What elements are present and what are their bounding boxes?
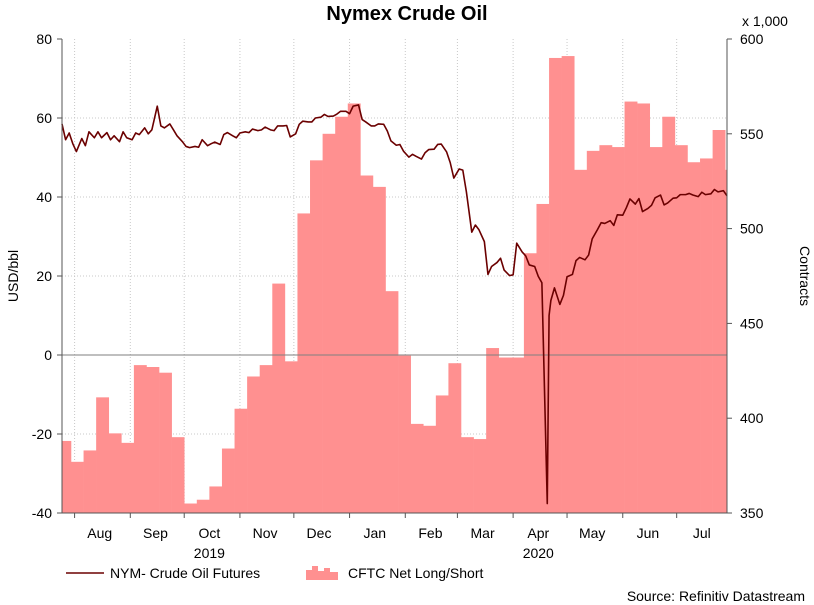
cftc-step-0 xyxy=(62,440,72,513)
cftc-step-51 xyxy=(700,158,713,513)
cftc-step-45 xyxy=(624,101,638,514)
x-month-label-oct: Oct xyxy=(198,525,220,541)
cftc-step-16 xyxy=(259,365,273,513)
left-tick-label: 40 xyxy=(36,189,52,205)
legend-area-swatch xyxy=(306,566,338,580)
cftc-step-50 xyxy=(687,162,701,514)
cftc-step-33 xyxy=(473,439,487,513)
cftc-step-44 xyxy=(611,147,625,513)
cftc-step-19 xyxy=(297,213,311,513)
cftc-step-43 xyxy=(599,145,613,513)
x-axis-ticks: Aug Sep Oct Nov Dec Jan Feb Mar Apr May Jun Jul 2019… xyxy=(74,513,711,561)
cftc-step-15 xyxy=(247,376,261,513)
chart-title: Nymex Crude Oil xyxy=(326,3,487,25)
cftc-step-39 xyxy=(549,57,562,514)
x-month-label-aug: Aug xyxy=(87,525,112,541)
x-month-label-jan: Jan xyxy=(363,525,386,541)
left-tick-label: 20 xyxy=(36,268,52,284)
cftc-step-9 xyxy=(171,437,185,513)
x-year-label-2019: 2019 xyxy=(194,545,225,561)
legend-label-crude: NYM- Crude Oil Futures xyxy=(110,565,260,581)
left-tick-label: -20 xyxy=(32,426,52,442)
cftc-step-52 xyxy=(712,130,726,513)
x-month-label-dec: Dec xyxy=(307,525,332,541)
cftc-step-37 xyxy=(523,253,537,514)
x-month-label-mar: Mar xyxy=(471,525,495,541)
crude-oil-line xyxy=(61,104,728,505)
cftc-step-2 xyxy=(83,450,97,513)
right-tick-label: 350 xyxy=(740,505,764,521)
cftc-step-17 xyxy=(272,283,286,513)
cftc-step-36 xyxy=(511,357,525,513)
cftc-step-47 xyxy=(649,147,663,513)
left-tick-label: -40 xyxy=(32,505,52,521)
left-tick-label: 60 xyxy=(36,110,52,126)
cftc-step-34 xyxy=(486,348,500,513)
cftc-step-1 xyxy=(70,461,84,513)
cftc-step-42 xyxy=(586,150,600,513)
cftc-step-22 xyxy=(335,116,349,514)
cftc-step-18 xyxy=(284,361,298,513)
cftc-step-23 xyxy=(347,103,361,514)
right-tick-label: 400 xyxy=(740,410,764,426)
x-month-label-nov: Nov xyxy=(253,525,278,541)
source-note: Source: Refinitiv Datastream xyxy=(627,588,805,604)
x-year-label-2020: 2020 xyxy=(523,545,554,561)
cftc-step-13 xyxy=(221,448,235,513)
cftc-step-7 xyxy=(146,367,160,513)
x-month-label-may: May xyxy=(579,525,605,541)
cftc-step-46 xyxy=(637,103,651,514)
cftc-step-14 xyxy=(234,408,248,513)
left-tick-label: 80 xyxy=(36,31,52,47)
crude-line-layer xyxy=(61,104,728,505)
cftc-step-5 xyxy=(121,442,135,513)
cftc-step-25 xyxy=(372,186,386,513)
legend-label-cftc: CFTC Net Long/Short xyxy=(348,565,483,581)
cftc-area-layer xyxy=(62,56,728,514)
left-axis-title: USD/bbl xyxy=(5,250,21,302)
cftc-step-3 xyxy=(96,397,110,513)
legend: NYM- Crude Oil Futures CFTC Net Long/Sho… xyxy=(66,565,483,581)
cftc-step-26 xyxy=(385,291,399,513)
cftc-step-35 xyxy=(498,357,512,513)
right-tick-label: 500 xyxy=(740,221,764,237)
cftc-step-27 xyxy=(398,355,411,513)
cftc-step-21 xyxy=(322,133,336,514)
left-tick-label: 0 xyxy=(44,347,52,363)
cftc-step-11 xyxy=(196,499,210,513)
x-month-label-jul: Jul xyxy=(693,525,711,541)
right-axis-ticks: 350 400 450 500 550 600 xyxy=(727,31,764,521)
x-month-label-apr: Apr xyxy=(527,525,549,541)
cftc-step-41 xyxy=(574,169,588,513)
cftc-step-49 xyxy=(674,145,688,513)
cftc-step-8 xyxy=(159,372,172,513)
cftc-step-6 xyxy=(133,365,147,513)
right-axis-title: Contracts xyxy=(797,246,813,306)
x-month-label-feb: Feb xyxy=(418,525,442,541)
cftc-step-30 xyxy=(435,395,449,513)
cftc-step-48 xyxy=(662,116,676,514)
cftc-step-24 xyxy=(360,175,374,513)
cftc-step-40 xyxy=(561,56,575,514)
cftc-step-4 xyxy=(108,433,122,513)
cftc-step-10 xyxy=(184,503,198,513)
right-tick-label: 450 xyxy=(740,315,764,331)
x-month-label-sep: Sep xyxy=(143,525,168,541)
left-axis-ticks: -40 -20 0 20 40 60 80 xyxy=(32,31,62,521)
right-axis-multiplier: x 1,000 xyxy=(742,13,788,29)
cftc-step-53 xyxy=(725,169,728,513)
right-tick-label: 550 xyxy=(740,126,764,142)
x-month-label-jun: Jun xyxy=(637,525,660,541)
cftc-step-32 xyxy=(461,437,474,513)
right-tick-label: 600 xyxy=(740,31,764,47)
cftc-step-12 xyxy=(209,486,223,513)
cftc-step-29 xyxy=(423,425,437,513)
cftc-step-28 xyxy=(410,423,424,513)
cftc-step-20 xyxy=(310,160,323,513)
cftc-step-31 xyxy=(448,363,462,513)
